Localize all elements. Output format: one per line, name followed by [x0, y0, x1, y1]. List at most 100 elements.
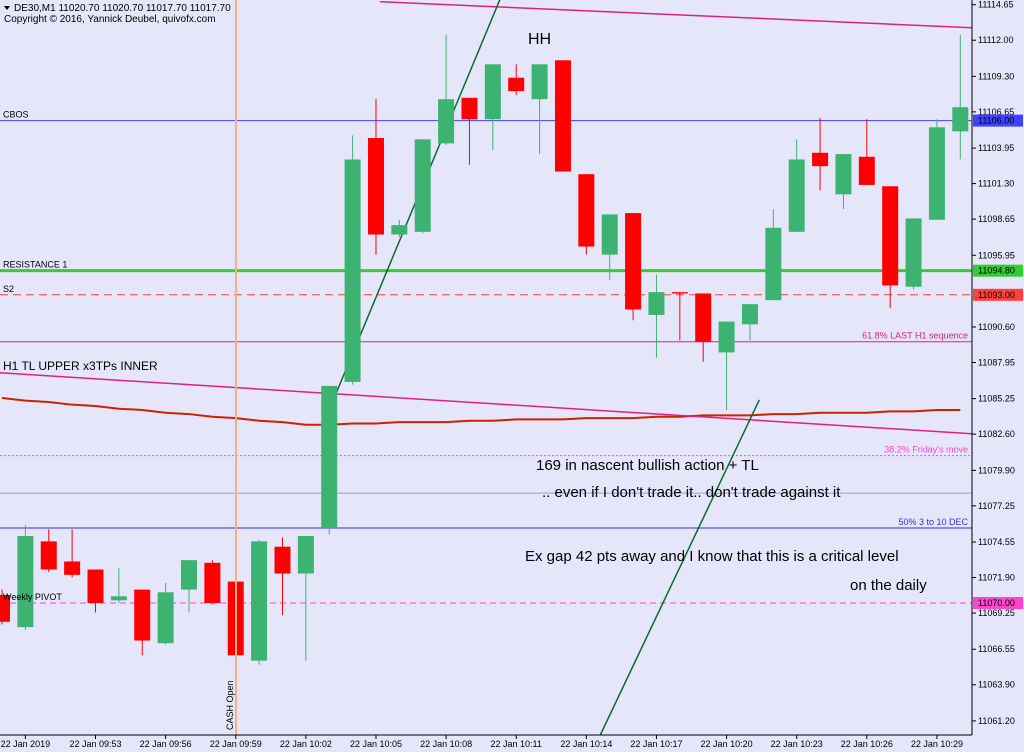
y-tick-label: 11077.25: [978, 501, 1015, 511]
x-tick-label: 22 Jan 09:59: [210, 739, 262, 749]
candle-body: [531, 64, 548, 100]
candle-body: [17, 536, 34, 628]
y-tick-label: 11061.20: [978, 716, 1015, 726]
candle-body: [812, 152, 829, 167]
candle-body: [788, 159, 805, 232]
candle-body: [251, 541, 268, 661]
candle-body: [835, 154, 852, 195]
candle-body: [157, 592, 174, 644]
y-tick-label: 11090.60: [978, 322, 1015, 332]
annotation: 169 in nascent bullish action + TL: [536, 457, 759, 474]
candle-body: [344, 159, 361, 382]
candle-body: [297, 536, 314, 574]
price-box-label: 11093.00: [978, 290, 1015, 300]
annotation: .. even if I don't trade it.. don't trad…: [542, 484, 841, 501]
candle-body: [648, 292, 665, 315]
y-tick-label: 11074.55: [978, 537, 1015, 547]
price-box: [973, 597, 1023, 610]
x-tick-label: 22 Jan 10:23: [771, 739, 823, 749]
annotation: HH: [528, 31, 551, 48]
trendline: [379, 0, 972, 29]
cash-open-label: CASH Open: [225, 680, 235, 730]
y-tick-label: 11112.00: [978, 35, 1014, 45]
candle-body: [87, 569, 104, 604]
annotation: on the daily: [850, 577, 927, 594]
candle-body: [882, 186, 899, 286]
y-tick-label: 11066.55: [978, 644, 1015, 654]
x-tick-label: 22 Jan 10:14: [560, 739, 612, 749]
title-arrow: [4, 6, 10, 10]
candle-body: [858, 156, 875, 185]
candle-body: [625, 213, 642, 310]
x-tick-label: 22 Jan 09:53: [69, 739, 121, 749]
x-tick-label: 22 Jan 09:56: [140, 739, 192, 749]
x-tick-label: 22 Jan 10:11: [491, 739, 542, 749]
y-tick-label: 11079.90: [978, 465, 1015, 475]
price-box-label: 11094.80: [978, 266, 1015, 276]
y-tick-label: 11087.95: [978, 357, 1015, 367]
y-tick-label: 11071.90: [978, 573, 1015, 583]
price-box: [973, 288, 1023, 301]
chart-subtitle: Copyright © 2016, Yannick Deubel, quivof…: [4, 14, 216, 25]
candle-body: [64, 561, 81, 575]
price-box-label: 11106.00: [978, 116, 1014, 126]
y-tick-label: 11114.65: [978, 0, 1014, 10]
candle-body: [484, 64, 501, 120]
level-label: 38.2% Friday's move: [884, 445, 968, 455]
y-tick-label: 11109.30: [978, 71, 1014, 81]
chart-title: DE30,M1 11020.70 11020.70 11017.70 11017…: [14, 3, 231, 14]
plot-area: [0, 0, 972, 735]
y-tick-label: 11085.25: [978, 394, 1015, 404]
moving-average: [1, 396, 961, 426]
y-tick-label: 11101.30: [978, 179, 1014, 189]
y-tick-label: 11106.65: [978, 107, 1014, 117]
candle-body: [554, 60, 571, 172]
candle-body: [321, 385, 338, 528]
candle-body: [578, 174, 595, 247]
price-box: [973, 114, 1023, 127]
candle-body: [438, 99, 455, 144]
level-label: 50% 3 to 10 DEC: [898, 517, 968, 527]
trendline: [0, 372, 972, 435]
x-tick-label: 22 Jan 10:29: [911, 739, 963, 749]
level-label: 61.8% LAST H1 sequence: [862, 331, 968, 341]
annotation: H1 TL UPPER x3TPs INNER: [3, 359, 158, 373]
candle-body: [671, 292, 688, 294]
candle-body: [134, 589, 151, 641]
candle-body: [391, 225, 408, 235]
candle-body: [508, 77, 525, 92]
candle-body: [461, 97, 478, 120]
candle-body: [741, 304, 758, 325]
candle-body: [0, 594, 10, 622]
y-tick-label: 11069.25: [978, 608, 1015, 618]
candle-body: [601, 214, 618, 255]
candle-body: [905, 218, 922, 287]
annotation: Ex gap 42 pts away and I know that this …: [525, 548, 899, 565]
candle-body: [718, 321, 735, 353]
candle-body: [952, 107, 969, 132]
x-tick-label: 22 Jan 10:05: [350, 739, 402, 749]
candle-body: [695, 293, 712, 342]
candle-body: [414, 139, 431, 232]
level-label: Weekly PIVOT: [3, 592, 62, 602]
level-label: RESISTANCE 1: [3, 260, 67, 270]
trendline: [599, 399, 760, 735]
x-tick-label: 22 Jan 2019: [1, 739, 51, 749]
candle-body: [204, 562, 221, 604]
candle-body: [110, 596, 127, 601]
candle-body: [928, 127, 945, 220]
candle-body: [367, 138, 384, 235]
x-tick-label: 22 Jan 10:17: [630, 739, 682, 749]
y-tick-label: 11082.60: [978, 429, 1015, 439]
x-tick-label: 22 Jan 10:02: [280, 739, 332, 749]
level-label: S2: [3, 284, 14, 294]
y-tick-label: 11063.90: [978, 680, 1015, 690]
y-tick-label: 11095.95: [978, 250, 1015, 260]
price-box: [973, 264, 1023, 277]
candle-body: [40, 541, 57, 570]
x-tick-label: 22 Jan 10:26: [841, 739, 893, 749]
x-tick-label: 22 Jan 10:08: [420, 739, 472, 749]
